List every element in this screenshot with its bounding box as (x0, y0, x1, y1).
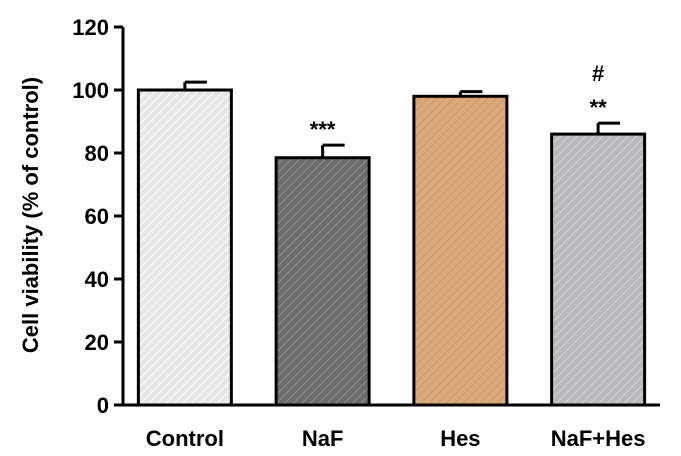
x-tick-label: NaF+Hes (551, 426, 646, 451)
bar-group: Control (136, 80, 233, 451)
x-tick-label: NaF (302, 426, 344, 451)
y-tick-label: 80 (85, 141, 109, 166)
y-axis-title: Cell viability (% of control) (18, 77, 43, 353)
y-tick-label: 0 (97, 393, 109, 418)
y-tick-label: 20 (85, 330, 109, 355)
x-tick-label: Hes (440, 426, 480, 451)
y-tick-label: 120 (72, 15, 109, 40)
y-tick-label: 60 (85, 204, 109, 229)
bars: Control *** NaF Hes ** # NaF+Hes (136, 61, 647, 451)
y-tick-label: 100 (72, 78, 109, 103)
significance-label: ** (590, 95, 608, 120)
bar-naf-hes (550, 132, 647, 407)
significance-label: *** (310, 117, 336, 142)
bar-group: *** NaF (274, 117, 371, 451)
x-tick-label: Control (146, 426, 224, 451)
significance-label-top: # (592, 61, 604, 86)
bar-hes (412, 94, 509, 407)
bar-naf (274, 156, 371, 407)
bar-group: ** # NaF+Hes (550, 61, 647, 451)
bar-control (136, 88, 233, 407)
y-tick-label: 40 (85, 267, 109, 292)
bar-group: Hes (412, 90, 509, 451)
